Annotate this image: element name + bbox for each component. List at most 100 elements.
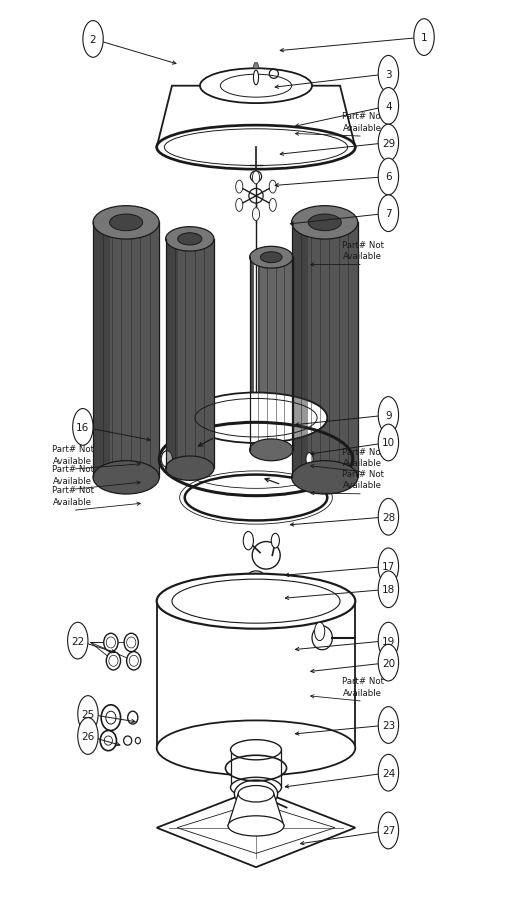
Polygon shape — [228, 794, 284, 826]
Text: 29: 29 — [382, 139, 395, 148]
Ellipse shape — [126, 652, 141, 670]
Text: 18: 18 — [382, 584, 395, 595]
Circle shape — [378, 125, 398, 162]
Polygon shape — [292, 223, 358, 478]
Circle shape — [378, 499, 398, 536]
Text: 2: 2 — [90, 35, 96, 45]
Ellipse shape — [169, 430, 343, 489]
Ellipse shape — [165, 457, 214, 481]
Polygon shape — [253, 63, 259, 69]
Ellipse shape — [165, 227, 214, 252]
Text: 28: 28 — [382, 512, 395, 522]
Text: 20: 20 — [382, 658, 395, 668]
Circle shape — [378, 622, 398, 659]
Polygon shape — [250, 258, 293, 450]
Ellipse shape — [252, 542, 280, 570]
Ellipse shape — [93, 207, 159, 240]
Text: Part# Not
Available: Part# Not Available — [342, 112, 384, 132]
Ellipse shape — [253, 71, 259, 85]
Ellipse shape — [106, 652, 120, 670]
Ellipse shape — [250, 172, 262, 183]
Text: 7: 7 — [385, 209, 392, 219]
Ellipse shape — [261, 253, 282, 264]
Text: 3: 3 — [385, 70, 392, 80]
Polygon shape — [157, 789, 355, 868]
Circle shape — [236, 199, 243, 212]
Polygon shape — [230, 750, 282, 788]
Ellipse shape — [157, 574, 355, 629]
Text: 6: 6 — [385, 172, 392, 182]
Circle shape — [378, 549, 398, 585]
Circle shape — [378, 397, 398, 434]
Text: Part# Not
Available: Part# Not Available — [342, 448, 384, 468]
Ellipse shape — [157, 126, 355, 170]
Ellipse shape — [292, 207, 358, 240]
Circle shape — [83, 21, 103, 58]
Text: 4: 4 — [385, 102, 392, 112]
Text: Part# Not
Available: Part# Not Available — [342, 676, 384, 697]
Circle shape — [269, 181, 276, 194]
Circle shape — [271, 534, 280, 549]
Ellipse shape — [178, 233, 202, 245]
Ellipse shape — [104, 633, 118, 652]
Circle shape — [306, 453, 313, 466]
Ellipse shape — [308, 215, 342, 232]
Ellipse shape — [249, 189, 263, 204]
Ellipse shape — [234, 780, 278, 808]
Circle shape — [78, 696, 98, 732]
Ellipse shape — [157, 720, 355, 776]
Circle shape — [73, 409, 93, 446]
Circle shape — [378, 88, 398, 125]
Text: Part# Not
Available: Part# Not Available — [342, 241, 384, 261]
Text: 22: 22 — [71, 636, 84, 646]
Circle shape — [378, 425, 398, 461]
Circle shape — [378, 572, 398, 608]
Polygon shape — [250, 258, 261, 450]
Circle shape — [269, 199, 276, 212]
Ellipse shape — [228, 816, 284, 836]
Polygon shape — [165, 240, 214, 469]
Ellipse shape — [124, 633, 138, 652]
Ellipse shape — [250, 439, 293, 461]
Polygon shape — [157, 86, 355, 148]
Polygon shape — [292, 223, 308, 478]
Circle shape — [378, 812, 398, 849]
Text: Part# Not
Available: Part# Not Available — [342, 470, 384, 490]
Circle shape — [378, 644, 398, 681]
Text: 23: 23 — [382, 720, 395, 731]
Polygon shape — [93, 223, 110, 478]
Circle shape — [378, 196, 398, 233]
Ellipse shape — [101, 705, 120, 731]
Ellipse shape — [238, 786, 274, 802]
Circle shape — [314, 622, 325, 641]
Circle shape — [236, 181, 243, 194]
Circle shape — [68, 622, 88, 659]
Ellipse shape — [230, 740, 282, 760]
Circle shape — [378, 754, 398, 791]
Text: 1: 1 — [421, 33, 428, 43]
Text: 9: 9 — [385, 411, 392, 421]
Ellipse shape — [185, 393, 327, 444]
Text: 27: 27 — [382, 825, 395, 835]
Ellipse shape — [110, 215, 143, 232]
Ellipse shape — [200, 69, 312, 104]
Text: 17: 17 — [382, 562, 395, 572]
Text: 19: 19 — [382, 636, 395, 646]
Polygon shape — [185, 418, 195, 441]
Circle shape — [243, 532, 253, 550]
Text: 25: 25 — [81, 709, 95, 720]
Polygon shape — [93, 223, 159, 478]
Text: 26: 26 — [81, 732, 95, 742]
Polygon shape — [157, 602, 355, 748]
Ellipse shape — [312, 626, 332, 650]
Circle shape — [378, 707, 398, 743]
Text: 16: 16 — [76, 423, 90, 433]
Ellipse shape — [161, 451, 173, 468]
Text: Part# Not
Available: Part# Not Available — [52, 486, 94, 506]
Circle shape — [378, 56, 398, 93]
Text: Part# Not
Available: Part# Not Available — [52, 465, 94, 485]
Text: Part# Not
Available: Part# Not Available — [52, 445, 94, 465]
Ellipse shape — [100, 731, 116, 751]
Text: 10: 10 — [382, 438, 395, 448]
Circle shape — [252, 209, 260, 221]
